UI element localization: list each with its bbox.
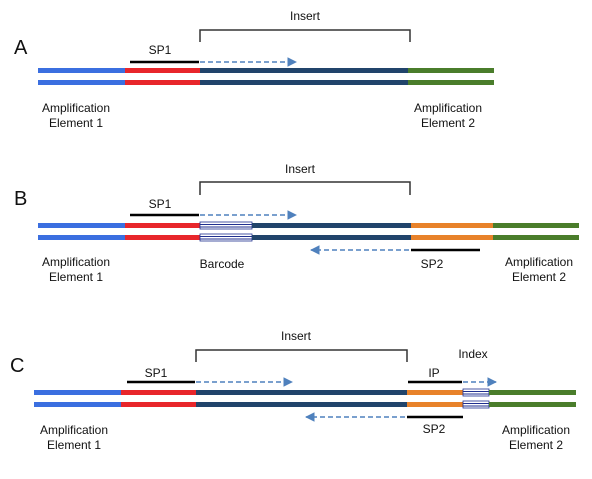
amp2-segment-c-top [489, 390, 576, 395]
panel-a: A Insert SP1 Amplification Element 1 Amp… [14, 9, 494, 130]
insert-segment-a-bottom [200, 80, 408, 85]
dna-strands-b [38, 222, 579, 241]
amp1-segment-a-top [38, 68, 125, 73]
amp2-segment-c-bottom [489, 402, 576, 407]
amp2-label-b-line1: Amplification [505, 255, 573, 269]
amp1-label-b-line2: Element 1 [49, 270, 103, 284]
sp2-segment-c-bottom [407, 402, 463, 407]
sp1-segment-c-top [121, 390, 196, 395]
barcode-segment-b [200, 222, 252, 241]
sp2-segment-b-top [411, 223, 493, 228]
sp2-segment-c-top [407, 390, 463, 395]
insert-label-b: Insert [285, 162, 316, 176]
insert-segment-c-bottom [196, 402, 407, 407]
insert-segment-b-bottom [252, 235, 411, 240]
panel-letter-a: A [14, 37, 28, 59]
amp1-label-b-line1: Amplification [42, 255, 110, 269]
insert-segment-b-top [252, 223, 411, 228]
panel-letter-c: C [10, 355, 24, 377]
ip-label-c: IP [428, 366, 439, 380]
insert-segment-a-top [200, 68, 408, 73]
amp1-label-c-line2: Element 1 [47, 438, 101, 452]
amp2-label-a-line1: Amplification [414, 101, 482, 115]
amp1-segment-c-bottom [34, 402, 121, 407]
amp2-label-a-line2: Element 2 [421, 116, 475, 130]
sp1-segment-c-bottom [121, 402, 196, 407]
sp1-segment-a-bottom [125, 80, 200, 85]
dna-strands-c [34, 389, 576, 408]
amp1-segment-b-top [38, 223, 125, 228]
sp1-label-c: SP1 [145, 366, 168, 380]
amp1-label-a-line2: Element 1 [49, 116, 103, 130]
sp1-segment-a-top [125, 68, 200, 73]
amp1-segment-a-bottom [38, 80, 125, 85]
sp1-label-b: SP1 [149, 197, 172, 211]
amp2-label-c-line2: Element 2 [509, 438, 563, 452]
barcode-label-b: Barcode [200, 257, 245, 271]
index-segment-c [463, 389, 489, 408]
insert-label-c: Insert [281, 329, 312, 343]
panel-letter-b: B [14, 188, 27, 210]
sp1-label-a: SP1 [149, 43, 172, 57]
amp2-segment-a-bottom [408, 80, 494, 85]
insert-bracket-c [196, 350, 407, 362]
panel-c: C Insert SP1 IP Index [10, 329, 576, 452]
amp2-label-c-line1: Amplification [502, 423, 570, 437]
sp1-segment-b-bottom [125, 235, 200, 240]
sp2-label-b: SP2 [421, 257, 444, 271]
dna-strands-a [38, 68, 494, 85]
amp2-segment-b-bottom [493, 235, 579, 240]
insert-label-a: Insert [290, 9, 321, 23]
amp1-label-a-line1: Amplification [42, 101, 110, 115]
panel-b: B Insert SP1 [14, 162, 579, 284]
insert-segment-c-top [196, 390, 407, 395]
sp2-segment-b-bottom [411, 235, 493, 240]
index-label-c: Index [458, 347, 487, 361]
amp1-label-c-line1: Amplification [40, 423, 108, 437]
insert-bracket-a [200, 30, 410, 42]
amp1-segment-b-bottom [38, 235, 125, 240]
sp1-segment-b-top [125, 223, 200, 228]
amp2-segment-b-top [493, 223, 579, 228]
amp2-segment-a-top [408, 68, 494, 73]
insert-bracket-b [200, 182, 410, 195]
amp1-segment-c-top [34, 390, 121, 395]
sp2-label-c: SP2 [423, 422, 446, 436]
amp2-label-b-line2: Element 2 [512, 270, 566, 284]
